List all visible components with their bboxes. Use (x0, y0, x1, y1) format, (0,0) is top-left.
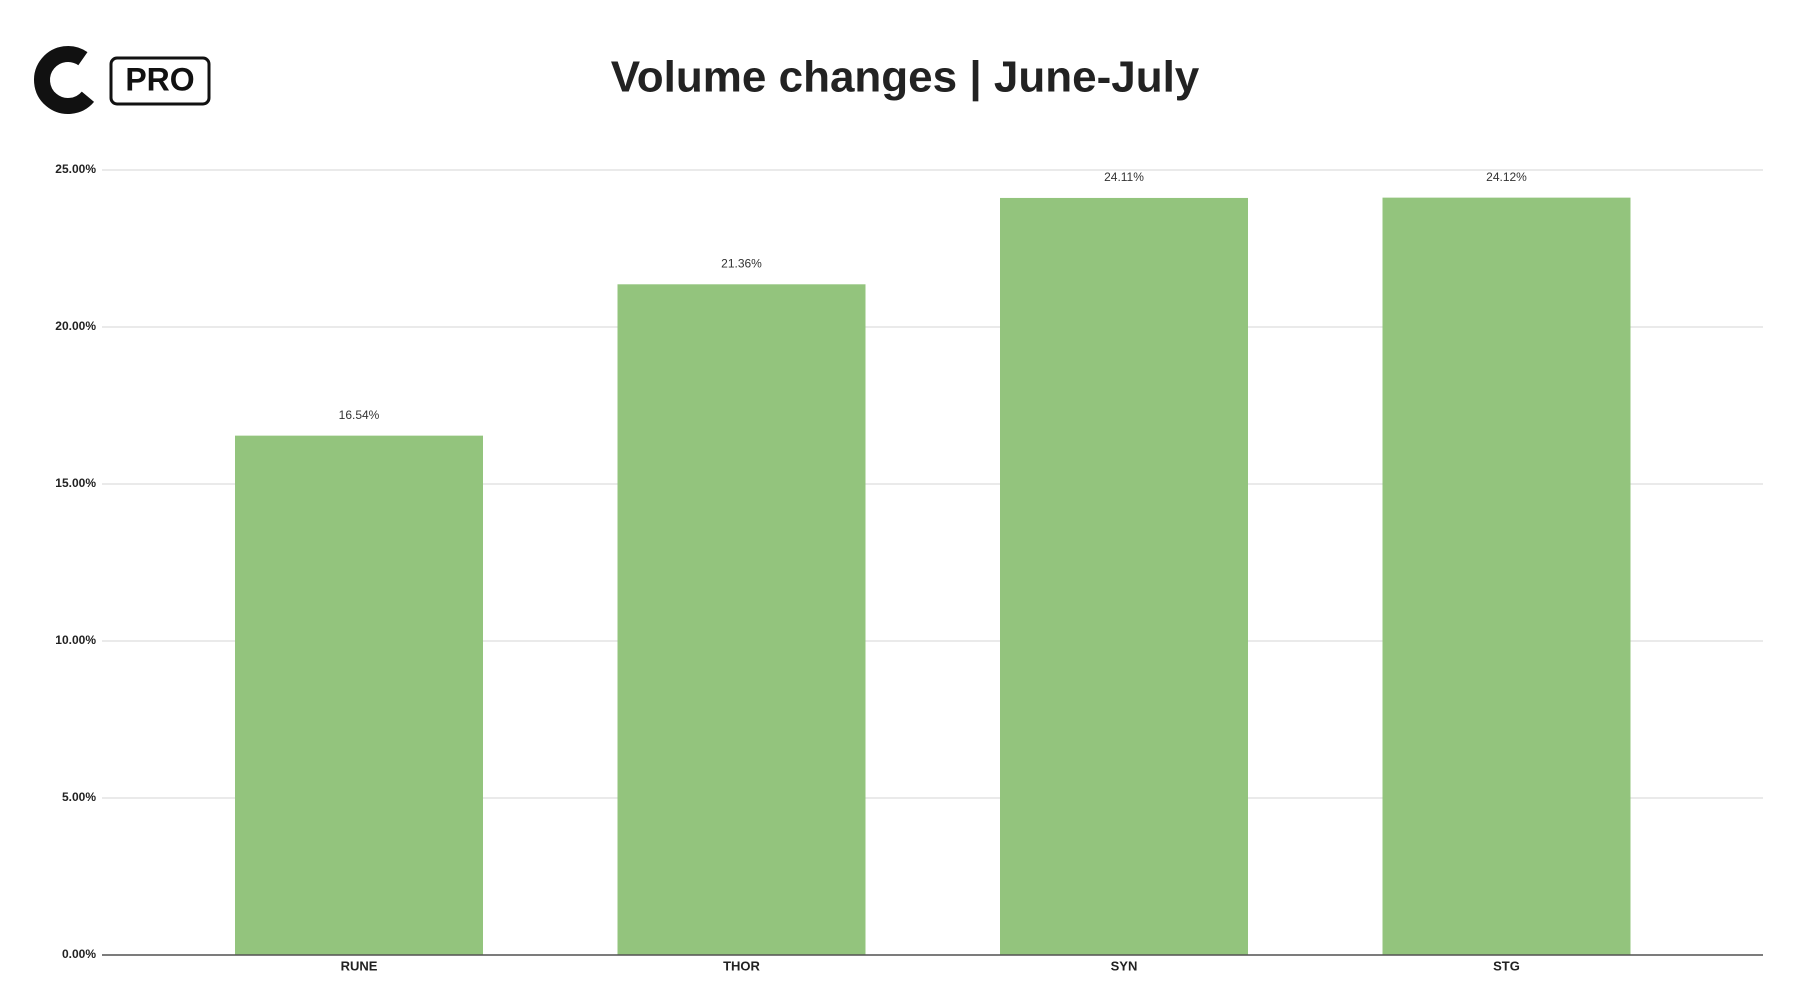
logo-box (109, 56, 211, 106)
value-label: 24.12% (1486, 170, 1527, 184)
bar (1000, 197, 1248, 956)
x-tick-label: STG (1493, 958, 1520, 973)
y-tick-label: 0.00% (62, 947, 96, 961)
y-tick-label: 10.00% (55, 633, 96, 647)
logo-mark (34, 46, 102, 114)
y-tick-label: 20.00% (55, 319, 96, 333)
x-tick-label: SYN (1111, 958, 1138, 973)
bar (617, 284, 866, 955)
y-tick-label: 15.00% (55, 476, 96, 490)
value-label: 24.11% (1104, 170, 1144, 184)
y-tick-label: 5.00% (62, 790, 96, 804)
logo: PRO (34, 46, 211, 114)
y-tick-label: 25.00% (55, 162, 96, 176)
logo-text: PRO (125, 61, 194, 97)
x-tick-label: THOR (723, 958, 760, 973)
bar (235, 435, 483, 955)
chart-title: Volume changes | June-July (611, 53, 1200, 103)
bar (1382, 197, 1631, 955)
value-label: 21.36% (721, 256, 762, 270)
x-tick-label: RUNE (341, 958, 378, 973)
value-label: 16.54% (339, 408, 380, 422)
